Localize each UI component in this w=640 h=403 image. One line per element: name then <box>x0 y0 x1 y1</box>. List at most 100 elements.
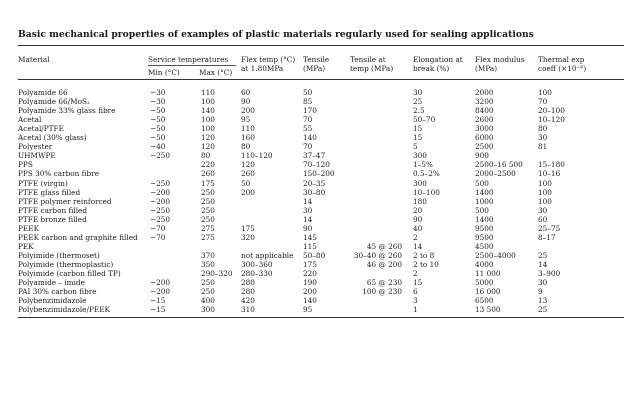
table-row: Polyamide 66/MoS₂ −30 100 90 85 25 3200 70 <box>0 97 640 106</box>
cell-min: −50 <box>150 106 166 116</box>
cell-flex-temp: 110–120 <box>241 151 273 161</box>
table-row: Polyimide (carbon filled TP) 290–320 280–3… <box>0 269 640 278</box>
table-row: PPS 220 120 70–120 1–5% 2500–16 500 15–180 <box>0 160 640 169</box>
cell-elongation: 15 <box>413 278 423 288</box>
cell-max: 250 <box>201 205 215 215</box>
cell-thermal: 25 <box>538 305 548 315</box>
cell-tensile-at-temp: 100 @ 230 <box>362 287 402 297</box>
cell-thermal: 3–900 <box>538 269 561 278</box>
cell-elongation: 5 <box>413 142 418 152</box>
cell-flex-modulus: 1400 <box>475 187 494 197</box>
cell-min: −40 <box>150 142 166 152</box>
header-elongation-1: Elongation at <box>413 55 463 64</box>
table-row: Polybenzimidazole/PEEK −15 300 310 95 1 13 500… <box>0 305 640 314</box>
table-row: PAI 30% carbon fibre −200 250 280 200 100 @ 2… <box>0 287 640 296</box>
cell-material: PEEK carbon and graphite filled <box>18 232 138 242</box>
table-row: PTFE bronze filled −250 250 14 90 1400 60 <box>0 215 640 224</box>
cell-tensile-at-temp: 45 @ 260 <box>366 241 402 251</box>
cell-material: PAI 30% carbon fibre <box>18 287 97 297</box>
header-material: Material <box>18 55 50 64</box>
cell-elongation: 1–5% <box>413 160 433 170</box>
cell-flex-modulus: 13 500 <box>475 305 501 315</box>
cell-max: 250 <box>201 278 215 288</box>
bottom-rule <box>18 317 624 318</box>
cell-max: 140 <box>201 106 215 116</box>
cell-flex-temp: 175 <box>241 223 255 233</box>
cell-elongation: 90 <box>413 214 423 224</box>
cell-material: Polyimide (carbon filled TP) <box>18 269 121 278</box>
cell-flex-modulus: 8400 <box>475 106 494 116</box>
cell-max: 110 <box>201 88 215 97</box>
cell-material: PEK <box>18 241 34 251</box>
cell-thermal: 14 <box>538 259 548 269</box>
header-max: Max (°C) <box>199 68 233 77</box>
cell-max: 350 <box>201 259 215 269</box>
cell-flex-temp: 280 <box>241 287 255 297</box>
cell-tensile: 14 <box>303 196 313 206</box>
cell-material: Polybenzimidazole/PEEK <box>18 305 110 315</box>
cell-elongation: 40 <box>413 223 423 233</box>
cell-flex-modulus: 9500 <box>475 232 494 242</box>
cell-tensile: 85 <box>303 97 313 107</box>
header-flex-modulus-2: (MPa) <box>475 64 498 73</box>
cell-flex-temp: 280–330 <box>241 269 273 278</box>
header-thermal-1: Thermal exp <box>538 55 585 64</box>
cell-min: −250 <box>150 214 171 224</box>
cell-flex-modulus: 5000 <box>475 278 494 288</box>
cell-min: −30 <box>150 97 166 107</box>
cell-material: Polyamide – imide <box>18 278 85 288</box>
cell-elongation: 3 <box>413 296 418 306</box>
cell-elongation: 25 <box>413 97 423 107</box>
cell-flex-modulus: 2000–2500 <box>475 169 516 179</box>
cell-flex-modulus: 2000 <box>475 88 494 97</box>
cell-material: Polyamide 66/MoS₂ <box>18 97 90 107</box>
cell-material: Acetal <box>18 115 42 125</box>
cell-material: Polyamide 33% glass fibre <box>18 106 116 116</box>
header-flex-temp-2: at 1.80MPa <box>241 64 284 73</box>
cell-elongation: 6 <box>413 287 418 297</box>
cell-tensile-at-temp: 30–40 @ 260 <box>353 250 402 260</box>
header-flex-modulus-1: Flex modulus <box>475 55 525 64</box>
cell-thermal: 100 <box>538 196 552 206</box>
cell-tensile: 55 <box>303 124 313 134</box>
cell-flex-temp: 60 <box>241 88 251 97</box>
cell-min: −70 <box>150 232 166 242</box>
cell-tensile: 50 <box>303 88 313 97</box>
header-tensile-1: Tensile <box>303 55 330 64</box>
cell-thermal: 20–100 <box>538 106 565 116</box>
header-tensile-temp-1: Tensile at <box>350 55 386 64</box>
cell-tensile: 175 <box>303 259 317 269</box>
cell-flex-modulus: 2500–4000 <box>475 250 516 260</box>
cell-flex-temp: 50 <box>241 178 251 188</box>
cell-thermal: 70 <box>538 97 548 107</box>
cell-flex-temp: 310 <box>241 305 255 315</box>
cell-tensile: 200 <box>303 287 317 297</box>
cell-min: −50 <box>150 133 166 143</box>
cell-elongation: 2 <box>413 232 418 242</box>
cell-thermal: 100 <box>538 187 552 197</box>
cell-elongation: 14 <box>413 241 423 251</box>
cell-elongation: 30 <box>413 88 423 97</box>
cell-thermal: 13 <box>538 296 548 306</box>
cell-material: PPS <box>18 160 33 170</box>
cell-max: 290–320 <box>201 269 233 278</box>
cell-thermal: 30 <box>538 278 548 288</box>
cell-elongation: 2 <box>413 269 418 278</box>
cell-flex-temp: 300–360 <box>241 259 273 269</box>
cell-max: 260 <box>201 169 215 179</box>
cell-tensile: 70–120 <box>303 160 330 170</box>
cell-material: PEEK <box>18 223 40 233</box>
cell-tensile: 140 <box>303 296 317 306</box>
cell-tensile: 30–80 <box>303 187 326 197</box>
cell-max: 250 <box>201 287 215 297</box>
cell-elongation: 180 <box>413 196 427 206</box>
table-row: Acetal −50 100 95 70 50–70 2600 10–120 <box>0 115 640 124</box>
cell-flex-modulus: 3000 <box>475 124 494 134</box>
cell-elongation: 15 <box>413 124 423 134</box>
table-row: Polyamide 66 −30 110 60 50 30 2000 100 <box>0 88 640 97</box>
cell-flex-modulus: 1000 <box>475 196 494 206</box>
cell-material: PTFE carbon filled <box>18 205 88 215</box>
cell-flex-modulus: 4500 <box>475 241 494 251</box>
cell-max: 250 <box>201 214 215 224</box>
cell-flex-modulus: 11 000 <box>475 269 501 278</box>
